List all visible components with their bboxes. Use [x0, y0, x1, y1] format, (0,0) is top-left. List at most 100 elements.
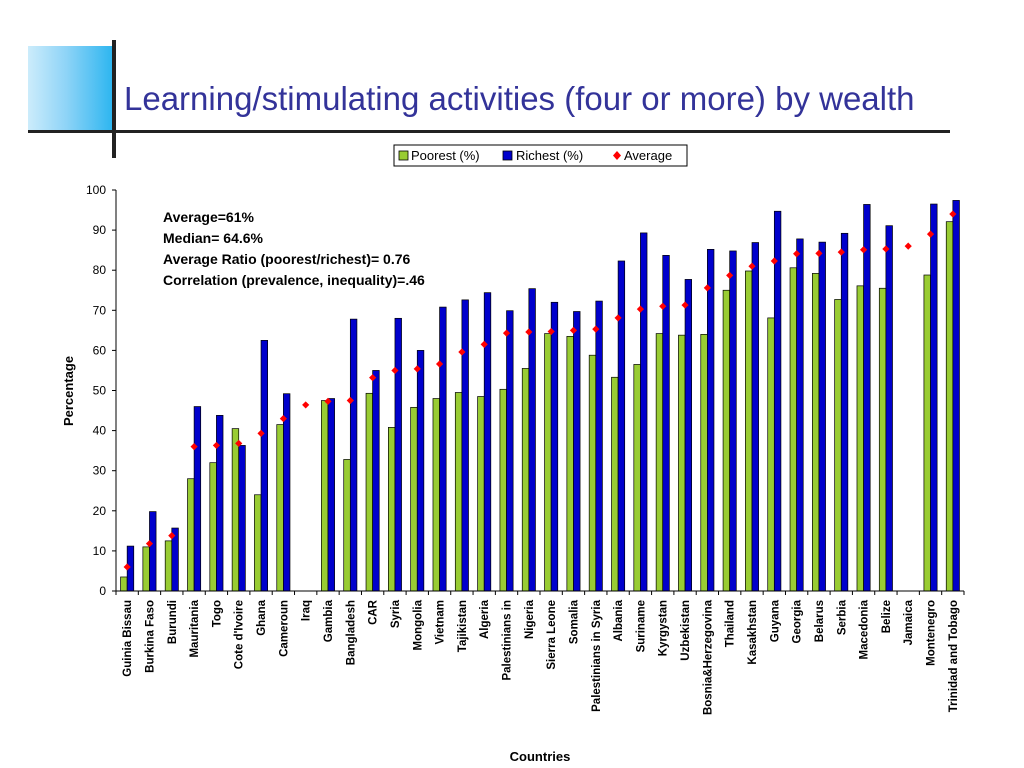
x-tick-label: Mongolia	[412, 599, 424, 650]
bar-poorest	[678, 334, 686, 592]
marker-average	[212, 441, 221, 450]
bar-poorest	[254, 494, 262, 592]
bar-poorest	[588, 354, 597, 592]
legend-label-poorest: Poorest (%)	[411, 148, 480, 163]
bar-poorest	[767, 317, 775, 592]
x-tick-label: Trinidad and Tobago	[948, 600, 960, 712]
x-tick-label: Kasakhstan	[747, 600, 759, 665]
annotation-block: Average=61% Median= 64.6% Average Ratio …	[163, 209, 425, 288]
legend-label-richest: Richest (%)	[516, 148, 583, 163]
title-underline-rule	[28, 130, 950, 133]
x-tick-label: Nigeria	[524, 599, 536, 639]
marker-average	[413, 365, 421, 373]
bar-richest	[416, 350, 425, 592]
bar-poorest	[945, 221, 954, 592]
bar-richest	[684, 279, 692, 592]
bar-poorest	[655, 333, 664, 592]
marker-average	[614, 314, 622, 322]
marker-average	[592, 325, 600, 333]
axes-layer	[112, 189, 965, 595]
bar-richest	[327, 398, 335, 592]
bar-poorest	[187, 478, 195, 592]
slide-title: Learning/stimulating activities (four or…	[124, 80, 915, 117]
bar-poorest	[878, 287, 887, 592]
annotation-correlation: Correlation (prevalence, inequality)=.46	[163, 272, 425, 288]
bar-richest	[461, 299, 469, 592]
bar-richest	[640, 232, 648, 592]
x-tick-label: Thailand	[725, 600, 737, 647]
x-tick-label: Bangladesh	[345, 600, 357, 665]
marker-average	[949, 210, 957, 218]
marker-average	[123, 563, 131, 571]
bar-poorest	[611, 376, 619, 592]
marker-average	[480, 340, 488, 348]
x-tick-label: Montenegro	[926, 600, 938, 666]
bar-richest	[193, 406, 202, 592]
x-tick-label: Belize	[881, 600, 893, 633]
y-tick-label: 40	[93, 424, 107, 438]
x-tick-label: Gambia	[323, 599, 335, 642]
marker-average	[770, 257, 778, 265]
bar-poorest	[633, 364, 641, 592]
y-tick-label: 90	[93, 223, 107, 237]
bar-richest	[729, 250, 737, 592]
legend-marker-average	[613, 151, 621, 160]
marker-average	[525, 328, 533, 336]
x-axis-title: Countries	[510, 749, 571, 764]
marker-average	[435, 360, 444, 368]
marker-average	[279, 414, 287, 423]
average-markers-layer	[123, 210, 957, 571]
bar-richest	[818, 241, 826, 592]
bar-poorest	[276, 424, 284, 592]
annotation-average: Average=61%	[163, 209, 254, 225]
marker-average	[659, 302, 667, 310]
y-tick-label: 70	[93, 303, 107, 317]
bar-richest	[372, 370, 380, 592]
legend-box	[393, 144, 688, 167]
bar-poorest	[834, 299, 842, 592]
bar-poorest	[789, 267, 797, 592]
bar-richest	[707, 249, 715, 592]
bar-richest	[149, 511, 157, 592]
x-tick-label: Burkina Faso	[144, 600, 156, 673]
bar-poorest	[454, 392, 463, 592]
x-tick-label: Palestinians in Syria	[591, 599, 603, 711]
x-tick-label: Burundi	[167, 600, 179, 644]
bar-richest	[483, 292, 492, 592]
annotation-ratio: Average Ratio (poorest/richest)= 0.76	[163, 251, 411, 267]
bar-richest	[260, 340, 268, 592]
x-tick-label: Georgia	[792, 599, 804, 643]
bar-poorest	[388, 427, 396, 592]
bar-richest	[595, 300, 603, 592]
x-tick-label: Iraq	[301, 600, 313, 621]
bar-richest	[952, 200, 960, 592]
bar-poorest	[343, 459, 351, 592]
bar-richest	[394, 317, 402, 592]
bar-poorest	[231, 428, 240, 592]
bar-richest	[863, 204, 871, 592]
marker-average	[369, 374, 377, 382]
x-tick-label: Mauritania	[189, 599, 201, 657]
bar-richest	[885, 225, 893, 592]
marker-average	[815, 249, 823, 257]
marker-average	[302, 401, 310, 409]
x-tick-label: Uzbekistan	[680, 600, 692, 661]
y-tick-label: 20	[93, 504, 107, 518]
y-tick-label: 30	[93, 464, 107, 478]
legend-label-average: Average	[624, 148, 672, 163]
marker-average	[235, 439, 243, 448]
marker-average	[168, 532, 176, 540]
marker-average	[703, 284, 711, 292]
bar-poorest	[499, 388, 507, 592]
x-tick-label: Guyana	[769, 599, 781, 642]
marker-average	[569, 326, 578, 334]
bar-poorest	[120, 576, 128, 592]
x-tick-label: Algeria	[479, 599, 491, 639]
bar-poorest	[477, 396, 485, 592]
bar-poorest	[142, 546, 150, 592]
marker-average	[547, 327, 555, 336]
marker-average	[458, 348, 466, 356]
bar-poorest	[923, 274, 931, 592]
x-tick-label: Albania	[613, 599, 625, 641]
y-axis-title: Percentage	[61, 356, 76, 426]
